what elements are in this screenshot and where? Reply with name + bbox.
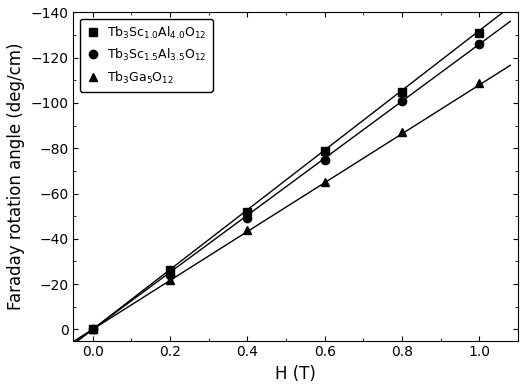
Tb$_3$Sc$_{1.0}$Al$_{4.0}$O$_{12}$ xyxy=(244,209,250,214)
Tb$_3$Ga$_5$O$_{12}$ xyxy=(90,327,96,332)
Legend: Tb$_3$Sc$_{1.0}$Al$_{4.0}$O$_{12}$, Tb$_3$Sc$_{1.5}$Al$_{3.5}$O$_{12}$, Tb$_3$Ga: Tb$_3$Sc$_{1.0}$Al$_{4.0}$O$_{12}$, Tb$_… xyxy=(80,19,213,92)
Tb$_3$Sc$_{1.0}$Al$_{4.0}$O$_{12}$ xyxy=(90,327,96,332)
Tb$_3$Sc$_{1.5}$Al$_{3.5}$O$_{12}$ xyxy=(167,273,173,277)
Tb$_3$Sc$_{1.0}$Al$_{4.0}$O$_{12}$ xyxy=(167,268,173,273)
Tb$_3$Sc$_{1.5}$Al$_{3.5}$O$_{12}$ xyxy=(476,42,482,46)
Tb$_3$Ga$_5$O$_{12}$ xyxy=(244,227,250,232)
Tb$_3$Sc$_{1.0}$Al$_{4.0}$O$_{12}$ xyxy=(476,30,482,35)
Tb$_3$Ga$_5$O$_{12}$ xyxy=(399,130,405,135)
X-axis label: H (T): H (T) xyxy=(275,365,316,383)
Line: Tb$_3$Ga$_5$O$_{12}$: Tb$_3$Ga$_5$O$_{12}$ xyxy=(89,78,484,333)
Tb$_3$Ga$_5$O$_{12}$ xyxy=(476,80,482,85)
Tb$_3$Ga$_5$O$_{12}$ xyxy=(321,180,328,184)
Tb$_3$Sc$_{1.5}$Al$_{3.5}$O$_{12}$ xyxy=(90,327,96,332)
Y-axis label: Faraday rotation angle (deg/cm): Faraday rotation angle (deg/cm) xyxy=(7,43,25,310)
Tb$_3$Ga$_5$O$_{12}$ xyxy=(167,277,173,282)
Tb$_3$Sc$_{1.0}$Al$_{4.0}$O$_{12}$ xyxy=(321,148,328,153)
Line: Tb$_3$Sc$_{1.0}$Al$_{4.0}$O$_{12}$: Tb$_3$Sc$_{1.0}$Al$_{4.0}$O$_{12}$ xyxy=(89,28,484,333)
Tb$_3$Sc$_{1.5}$Al$_{3.5}$O$_{12}$ xyxy=(399,98,405,103)
Tb$_3$Sc$_{1.5}$Al$_{3.5}$O$_{12}$ xyxy=(244,216,250,221)
Line: Tb$_3$Sc$_{1.5}$Al$_{3.5}$O$_{12}$: Tb$_3$Sc$_{1.5}$Al$_{3.5}$O$_{12}$ xyxy=(89,40,484,333)
Tb$_3$Sc$_{1.0}$Al$_{4.0}$O$_{12}$ xyxy=(399,89,405,94)
Tb$_3$Sc$_{1.5}$Al$_{3.5}$O$_{12}$ xyxy=(321,157,328,162)
